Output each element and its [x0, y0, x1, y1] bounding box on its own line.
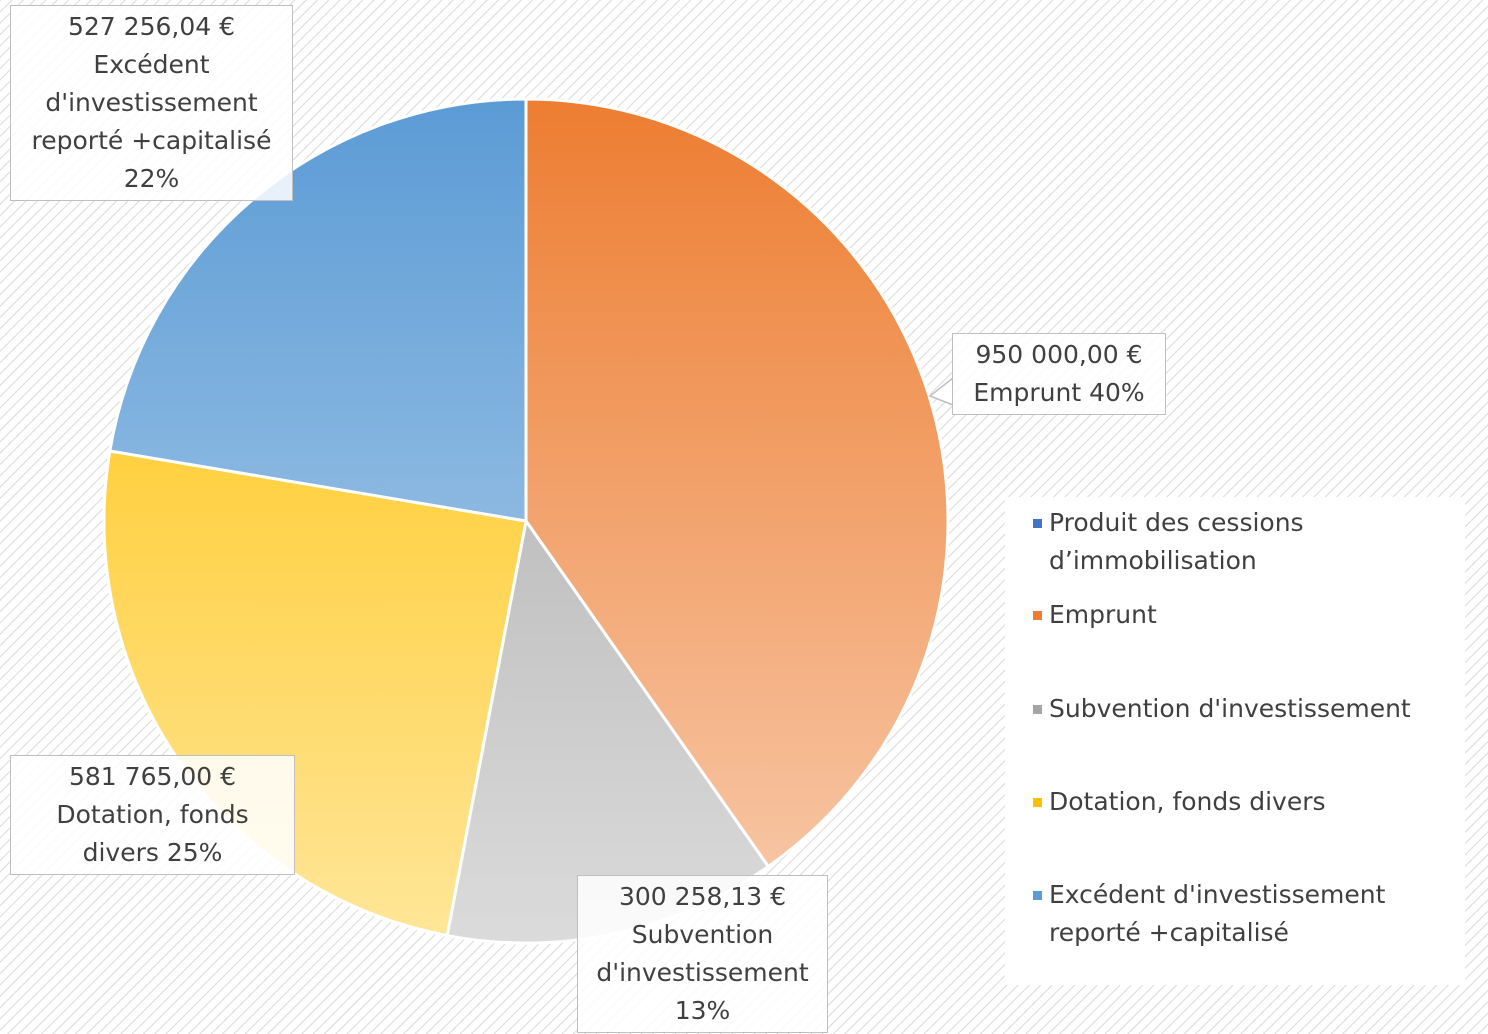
category-label: Excédent d'investissement reporté +capit… — [31, 50, 272, 155]
value-label: 581 765,00 € — [69, 762, 236, 791]
value-label: 950 000,00 € — [975, 340, 1143, 369]
percent-label: 22% — [123, 164, 180, 193]
category-label: Subvention d'investissement — [596, 920, 809, 987]
data-label: 581 765,00 € Dotation, fonds divers 25% — [10, 755, 295, 875]
legend-item: Excédent d'investissement reporté +capit… — [1033, 876, 1459, 952]
legend-marker — [1033, 891, 1042, 900]
data-label: 300 258,13 € Subvention d'investissement … — [577, 875, 828, 1033]
percent-label: 40% — [1089, 378, 1145, 407]
legend-marker — [1033, 705, 1042, 714]
legend-item: Emprunt — [1033, 596, 1459, 634]
value-label: 300 258,13 € — [619, 882, 786, 911]
legend-marker — [1033, 798, 1042, 807]
legend-label: Dotation, fonds divers — [1049, 787, 1326, 816]
legend-marker — [1033, 611, 1042, 620]
label-pointer — [928, 377, 954, 406]
legend-label: Excédent d'investissement reporté +capit… — [1049, 880, 1386, 947]
legend-label: Emprunt — [1049, 600, 1157, 629]
legend-item: Produit des cessions d’immobilisation — [1033, 504, 1459, 580]
percent-label: 25% — [166, 838, 223, 867]
pie-slice — [524, 97, 950, 869]
legend: Produit des cessions d’immobilisation Emp… — [1005, 497, 1465, 985]
legend-label: Subvention d'investissement — [1049, 694, 1411, 723]
legend-marker — [1033, 519, 1042, 528]
legend-item: Dotation, fonds divers — [1033, 783, 1459, 821]
legend-label: Produit des cessions d’immobilisation — [1049, 508, 1304, 575]
category-label: Emprunt — [973, 378, 1082, 407]
value-label: 527 256,04 € — [68, 12, 235, 41]
data-label: 527 256,04 € Excédent d'investissement re… — [10, 5, 293, 201]
category-label: Dotation, fonds divers — [56, 800, 249, 867]
data-label: 950 000,00 € Emprunt 40% — [952, 333, 1166, 415]
legend-item: Subvention d'investissement — [1033, 690, 1459, 728]
percent-label: 13% — [674, 996, 731, 1025]
